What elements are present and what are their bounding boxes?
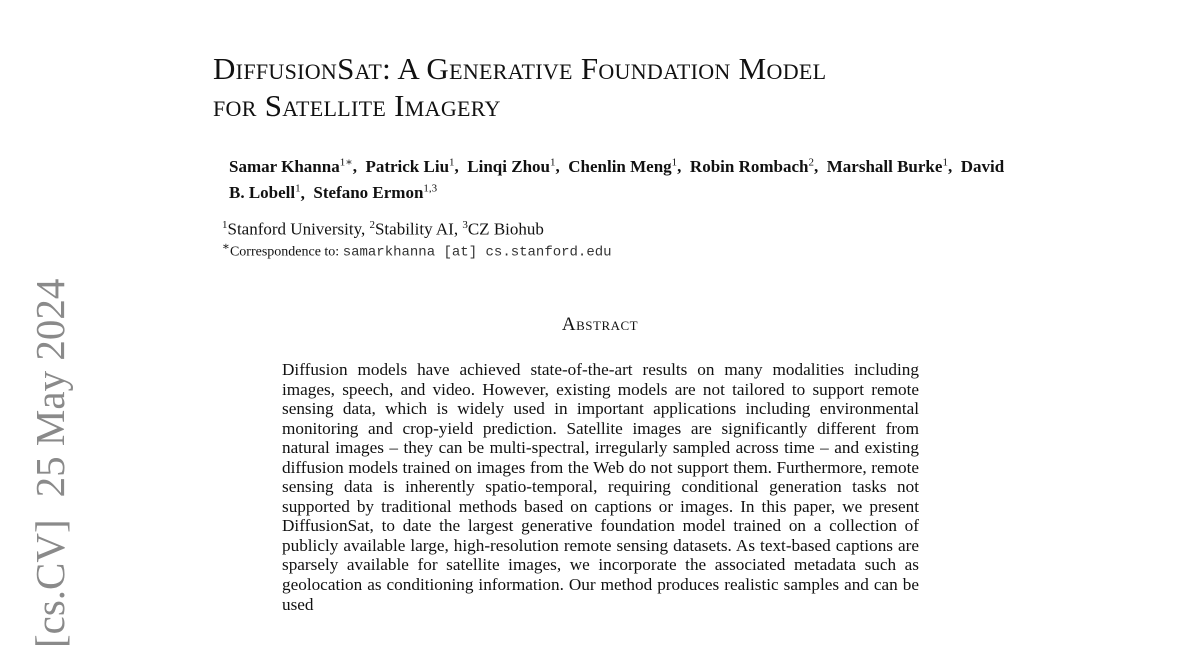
correspondence-email: samarkhanna [at] cs.stanford.edu <box>342 244 612 261</box>
affiliation-mark: 1 <box>222 219 228 231</box>
author-name: Chenlin Meng <box>568 156 672 176</box>
affiliations: 1Stanford University, 2Stability AI, 3CZ… <box>222 219 544 239</box>
abstract-body: Diffusion models have achieved state-of-… <box>282 360 919 614</box>
author: Linqi Zhou1 <box>467 156 556 176</box>
author-affiliation-mark: 1 <box>942 156 948 168</box>
affiliation-name: CZ Biohub <box>467 219 544 239</box>
author: David B. Lobell1 <box>229 157 1004 203</box>
author-name: Patrick Liu <box>365 156 450 176</box>
arxiv-category: [cs.CV] <box>27 519 73 648</box>
author-affiliation-mark: 1,3 <box>423 182 438 195</box>
author: Marshall Burke1 <box>826 156 948 176</box>
author-name: Linqi Zhou <box>467 156 550 176</box>
author: Chenlin Meng1 <box>568 156 678 176</box>
title-line-2: for Satellite Imagery <box>213 88 501 123</box>
author-affiliation-mark: 1 <box>671 156 678 168</box>
author-affiliation-mark: 1 <box>449 156 455 168</box>
author: Robin Rombach2 <box>689 156 814 176</box>
author-name: David B. Lobell <box>229 156 1005 203</box>
author-list: Samar Khanna1∗, Patrick Liu1, Linqi Zhou… <box>229 156 1005 203</box>
affiliation-name: Stanford University <box>227 219 361 239</box>
author-affiliation-mark: 1 <box>295 182 301 195</box>
affiliation-name: Stability AI <box>374 219 454 239</box>
author-name: Samar Khanna <box>229 156 340 176</box>
author: Stefano Ermon1,3 <box>313 182 438 203</box>
paper-title: DiffusionSat: A Generative Foundation Mo… <box>213 50 826 124</box>
abstract-heading: Abstract <box>561 314 639 335</box>
author: Samar Khanna1∗ <box>229 156 353 176</box>
correspondence-mark: ∗ <box>222 240 230 253</box>
author-name: Marshall Burke <box>826 156 943 176</box>
author-affiliation-mark: 1 <box>549 156 556 168</box>
author: Patrick Liu1 <box>365 156 455 176</box>
arxiv-date: 25 May 2024 <box>27 278 73 498</box>
affiliation-mark: 3 <box>462 219 468 231</box>
correspondence-label: Correspondence to: <box>229 244 340 260</box>
author-name: Stefano Ermon <box>313 183 424 203</box>
author-affiliation-mark: 2 <box>808 156 814 168</box>
affiliation-mark: 2 <box>369 219 375 231</box>
correspondence: ∗Correspondence to: samarkhanna [at] cs.… <box>222 239 612 261</box>
author-affiliation-mark: 1∗ <box>339 156 353 168</box>
title-line-1: DiffusionSat: A Generative Foundation Mo… <box>213 51 827 86</box>
author-name: Robin Rombach <box>689 156 809 176</box>
